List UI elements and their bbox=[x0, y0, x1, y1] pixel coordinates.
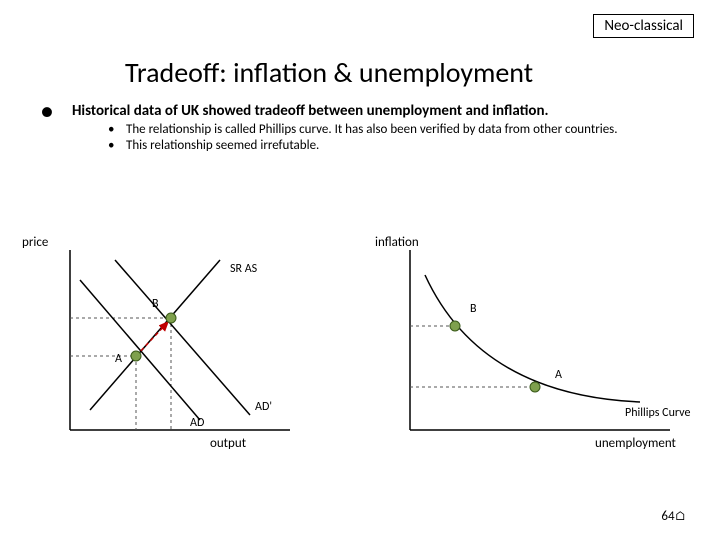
right-point-b-label: B bbox=[470, 302, 477, 316]
point-a bbox=[530, 382, 540, 392]
page-number: 64⌂ bbox=[661, 509, 686, 524]
sub-bullet-text: This relationship seemed irrefutable. bbox=[126, 138, 319, 154]
ad-line bbox=[80, 280, 200, 420]
sub-bullet-item: • This relationship seemed irrefutable. bbox=[108, 138, 668, 154]
bullet-dot-icon: • bbox=[108, 122, 126, 138]
right-chart bbox=[370, 250, 700, 450]
main-bullet: • Historical data of UK showed tradeoff … bbox=[40, 102, 549, 120]
sr-as-label: SR AS bbox=[230, 262, 257, 276]
point-b bbox=[450, 321, 460, 331]
footer-icon: ⌂ bbox=[675, 509, 686, 524]
point-a bbox=[131, 351, 141, 361]
phillips-curve-label: Phillips Curve bbox=[625, 406, 690, 420]
left-chart bbox=[30, 250, 310, 450]
slide-title: Tradeoff: inflation & unemployment bbox=[125, 55, 533, 90]
ad-prime-label: AD' bbox=[255, 400, 272, 414]
sub-bullet-text: The relationship is called Phillips curv… bbox=[126, 122, 618, 138]
ad-label: AD bbox=[190, 416, 204, 430]
main-bullet-text: Historical data of UK showed tradeoff be… bbox=[72, 102, 549, 120]
point-b bbox=[166, 313, 176, 323]
category-tag: Neo-classical bbox=[593, 14, 694, 38]
right-point-a-label: A bbox=[555, 368, 562, 382]
sub-bullet-list: • The relationship is called Phillips cu… bbox=[108, 122, 668, 155]
category-tag-text: Neo-classical bbox=[604, 17, 683, 35]
right-x-axis-label: unemployment bbox=[595, 436, 676, 451]
bullet-dot-icon: • bbox=[108, 138, 126, 154]
left-y-axis-label: price bbox=[22, 235, 48, 250]
left-point-b-label: B bbox=[152, 297, 159, 311]
ad-prime-line bbox=[115, 260, 250, 415]
page-number-value: 64 bbox=[661, 509, 674, 524]
left-x-axis-label: output bbox=[210, 436, 246, 451]
shift-arrow bbox=[136, 322, 168, 356]
right-y-axis-label: inflation bbox=[375, 235, 419, 250]
bullet-dot-icon: • bbox=[40, 104, 54, 118]
sub-bullet-item: • The relationship is called Phillips cu… bbox=[108, 122, 668, 138]
left-point-a-label: A bbox=[115, 352, 122, 366]
